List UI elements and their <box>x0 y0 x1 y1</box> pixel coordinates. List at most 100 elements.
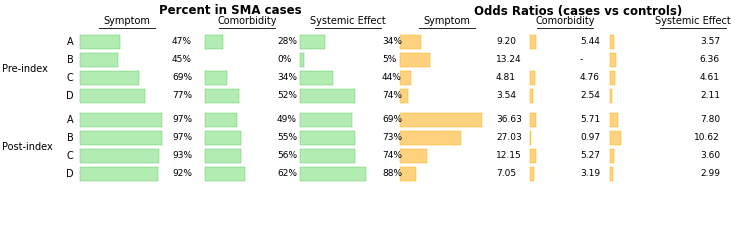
Text: 49%: 49% <box>277 116 297 125</box>
Bar <box>400 35 421 49</box>
Text: 0.97: 0.97 <box>580 134 600 143</box>
Text: -: - <box>580 55 584 64</box>
Text: 3.54: 3.54 <box>496 91 516 100</box>
Text: 10.62: 10.62 <box>694 134 720 143</box>
Text: 36.63: 36.63 <box>496 116 522 125</box>
Bar <box>530 35 536 49</box>
Text: Pre-index: Pre-index <box>2 64 48 74</box>
Bar <box>530 89 533 103</box>
Bar <box>530 131 531 145</box>
Text: 62%: 62% <box>277 170 297 179</box>
Text: B: B <box>66 133 73 143</box>
Bar <box>300 113 352 127</box>
Text: D: D <box>66 91 74 101</box>
Text: 34%: 34% <box>382 37 402 46</box>
Text: 55%: 55% <box>277 134 297 143</box>
Text: 34%: 34% <box>277 73 297 82</box>
Bar <box>530 113 536 127</box>
Text: 77%: 77% <box>172 91 192 100</box>
Text: 6.36: 6.36 <box>700 55 720 64</box>
Text: 45%: 45% <box>172 55 192 64</box>
Bar <box>80 71 139 85</box>
Text: 5.44: 5.44 <box>580 37 600 46</box>
Text: Symptom: Symptom <box>104 16 151 26</box>
Text: 12.15: 12.15 <box>496 152 522 161</box>
Text: 2.99: 2.99 <box>700 170 720 179</box>
Text: 69%: 69% <box>382 116 402 125</box>
Text: A: A <box>67 115 73 125</box>
Bar <box>80 131 163 145</box>
Bar <box>300 71 333 85</box>
Bar <box>530 71 535 85</box>
Text: 28%: 28% <box>277 37 297 46</box>
Text: 5.71: 5.71 <box>580 116 600 125</box>
Bar <box>205 167 245 181</box>
Bar <box>205 35 223 49</box>
Bar <box>400 131 461 145</box>
Text: 7.80: 7.80 <box>700 116 720 125</box>
Bar <box>205 131 241 145</box>
Bar <box>400 53 430 67</box>
Text: 97%: 97% <box>172 134 192 143</box>
Text: 2.54: 2.54 <box>580 91 600 100</box>
Text: Comorbidity: Comorbidity <box>218 16 277 26</box>
Text: D: D <box>66 169 74 179</box>
Text: Systemic Effect: Systemic Effect <box>310 16 386 26</box>
Bar <box>400 149 428 163</box>
Text: 88%: 88% <box>382 170 402 179</box>
Text: 5.27: 5.27 <box>580 152 600 161</box>
Bar <box>400 167 416 181</box>
Bar <box>205 149 242 163</box>
Text: 27.03: 27.03 <box>496 134 522 143</box>
Text: Post-index: Post-index <box>2 142 53 152</box>
Text: C: C <box>66 73 73 83</box>
Bar <box>300 53 303 67</box>
Text: 47%: 47% <box>172 37 192 46</box>
Text: 3.19: 3.19 <box>580 170 600 179</box>
Text: 69%: 69% <box>172 73 192 82</box>
Text: 74%: 74% <box>382 91 402 100</box>
Bar <box>530 167 534 181</box>
Text: 52%: 52% <box>277 91 297 100</box>
Bar <box>610 167 613 181</box>
Text: 7.05: 7.05 <box>496 170 516 179</box>
Bar <box>80 113 163 127</box>
Bar <box>610 131 620 145</box>
Text: 2.11: 2.11 <box>700 91 720 100</box>
Bar <box>610 35 614 49</box>
Text: 0%: 0% <box>277 55 291 64</box>
Bar <box>300 89 355 103</box>
Text: 4.81: 4.81 <box>496 73 516 82</box>
Text: A: A <box>67 37 73 47</box>
Text: Percent in SMA cases: Percent in SMA cases <box>159 4 301 18</box>
Text: 73%: 73% <box>382 134 402 143</box>
Bar <box>610 71 614 85</box>
Bar <box>400 71 411 85</box>
Bar <box>205 89 239 103</box>
Text: 93%: 93% <box>172 152 192 161</box>
Text: Symptom: Symptom <box>423 16 471 26</box>
Text: 13.24: 13.24 <box>496 55 522 64</box>
Text: 3.57: 3.57 <box>700 37 720 46</box>
Bar <box>610 89 612 103</box>
Text: B: B <box>66 55 73 65</box>
Text: 9.20: 9.20 <box>496 37 516 46</box>
Bar <box>300 131 355 145</box>
Text: 4.61: 4.61 <box>700 73 720 82</box>
Bar <box>610 149 614 163</box>
Text: 3.60: 3.60 <box>700 152 720 161</box>
Bar <box>205 71 227 85</box>
Bar <box>300 167 366 181</box>
Bar <box>80 149 159 163</box>
Bar <box>80 35 120 49</box>
Bar <box>300 35 325 49</box>
Bar <box>400 89 408 103</box>
Text: C: C <box>66 151 73 161</box>
Bar <box>530 149 536 163</box>
Text: 92%: 92% <box>172 170 192 179</box>
Bar <box>205 113 237 127</box>
Bar <box>300 149 355 163</box>
Bar <box>400 113 483 127</box>
Text: 97%: 97% <box>172 116 192 125</box>
Text: 74%: 74% <box>382 152 402 161</box>
